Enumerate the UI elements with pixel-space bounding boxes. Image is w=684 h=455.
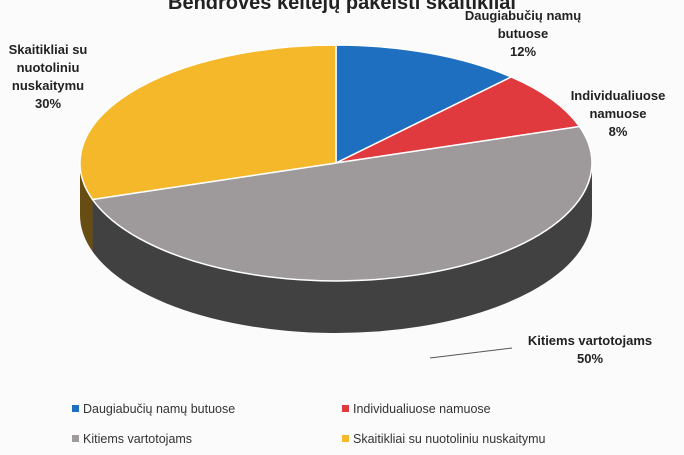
pie-top [79,44,593,282]
legend-label: Skaitikliai su nuotoliniu nuskaitymu [353,432,546,446]
legend-swatch [342,405,349,412]
data-label-individualiuose-namuose: Individualiuose namuose 8% [571,88,666,139]
legend-item-kitiems-vartotojams: Kitiems vartotojams [72,432,192,446]
pie-slice-individualiuose-namuose [335,76,581,164]
legend-item-daugiabu-i-nam-butuose: Daugiabučių namų butuose [72,402,235,416]
legend-swatch [72,435,79,442]
legend-swatch [342,435,349,442]
pie-slice-daugiabu-i-nam-butuose [335,44,514,165]
data-label-daugiabu-i-nam-butuose: Daugiabučių namų butuose 12% [465,8,581,59]
pie-slice-kitiems-vartotojams [91,125,593,282]
legend-item-individualiuose-namuose: Individualiuose namuose [342,402,491,416]
data-label-skaitikliai-su-nuotoliniu-nuskaitymu: Skaitikliai su nuotoliniu nuskaitymu 30% [9,42,88,111]
legend-label: Kitiems vartotojams [83,432,192,446]
legend-swatch [72,405,79,412]
pie-slice-skaitikliai-su-nuotoliniu-nuskaitymu [79,44,337,201]
chart-title: Bendrovės keitėjų pakeisti skaitikliai [168,0,516,14]
leader-line [429,347,513,359]
pie-side-skaitikliai-su-nuotoliniu-nuskaitymu [80,163,93,252]
data-label-kitiems-vartotojams: Kitiems vartotojams 50% [528,333,652,366]
pie-side-walls [80,163,592,333]
legend-label: Daugiabučių namų butuose [83,402,235,416]
pie-side-kitiems-vartotojams [92,163,592,333]
legend-label: Individualiuose namuose [353,402,491,416]
legend-item-skaitikliai-su-nuotoliniu-nuskaitymu: Skaitikliai su nuotoliniu nuskaitymu [342,432,546,446]
